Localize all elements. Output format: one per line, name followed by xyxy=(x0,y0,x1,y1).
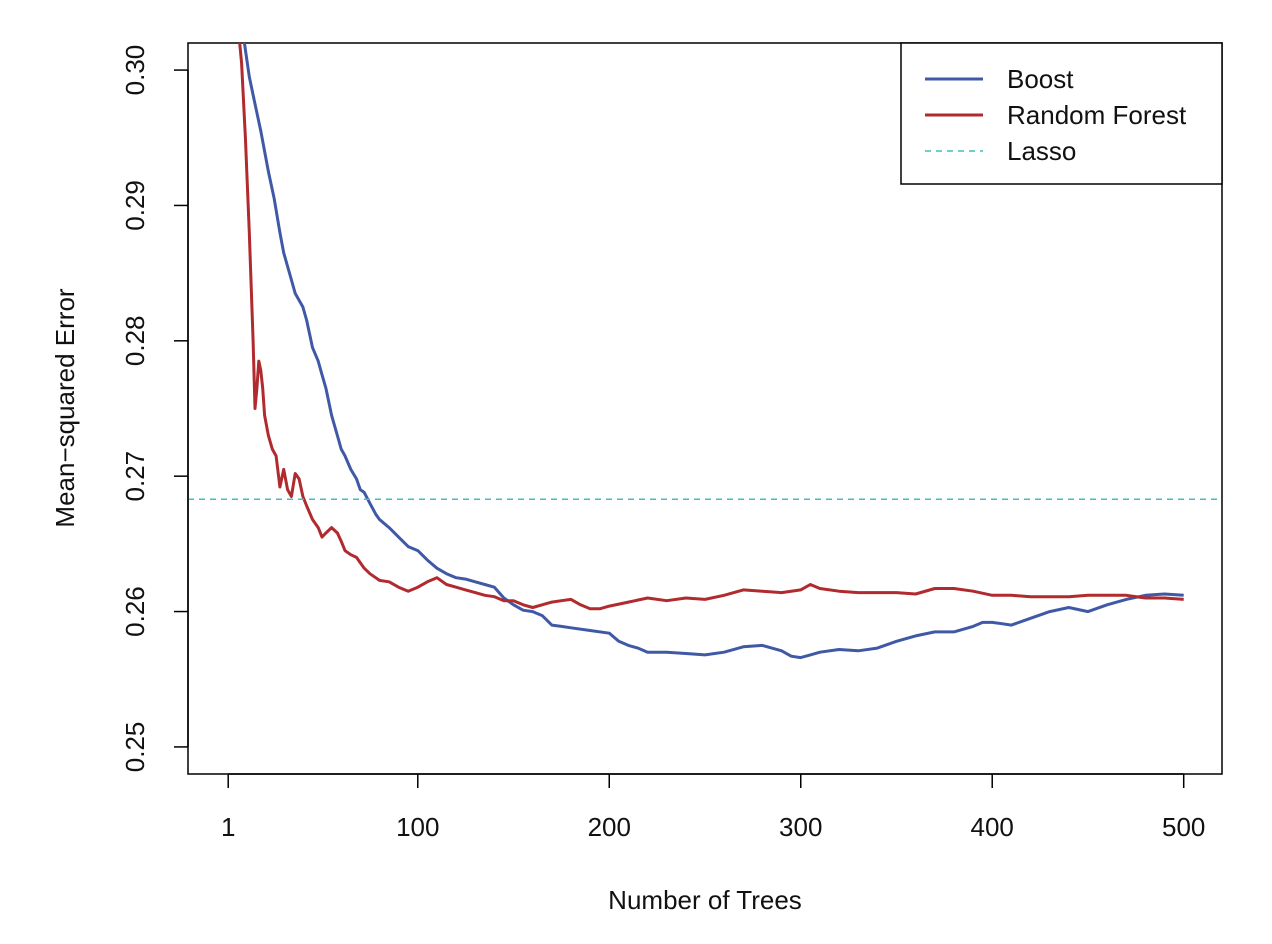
y-tick-label: 0.27 xyxy=(120,451,150,502)
x-tick-label: 300 xyxy=(779,812,822,842)
series-line-random-forest xyxy=(238,43,1184,611)
y-axis-title: Mean−squared Error xyxy=(50,288,80,528)
x-tick-label: 100 xyxy=(396,812,439,842)
legend-box xyxy=(900,42,1223,185)
y-tick-label: 0.26 xyxy=(120,586,150,637)
x-tick-label: 500 xyxy=(1162,812,1205,842)
series-line-boost xyxy=(242,43,1184,660)
y-axis: 0.25 0.26 0.27 0.28 0.29 0.30 xyxy=(120,45,189,773)
legend-label: Lasso xyxy=(1007,136,1076,166)
x-tick-label: 400 xyxy=(971,812,1014,842)
series-layer xyxy=(188,43,1222,660)
x-axis-title: Number of Trees xyxy=(608,885,802,915)
legend-items: Boost Random Forest Lasso xyxy=(925,64,1187,166)
y-tick-label: 0.28 xyxy=(120,316,150,367)
y-tick-label: 0.29 xyxy=(120,180,150,231)
x-tick-label: 200 xyxy=(588,812,631,842)
legend: Boost Random Forest Lasso xyxy=(900,42,1223,185)
legend-label: Random Forest xyxy=(1007,100,1187,130)
y-tick-label: 0.30 xyxy=(120,45,150,96)
y-tick-label: 0.25 xyxy=(120,722,150,773)
x-axis: 1 100 200 300 400 500 xyxy=(221,773,1205,842)
legend-label: Boost xyxy=(1007,64,1074,94)
x-tick-label: 1 xyxy=(221,812,235,842)
